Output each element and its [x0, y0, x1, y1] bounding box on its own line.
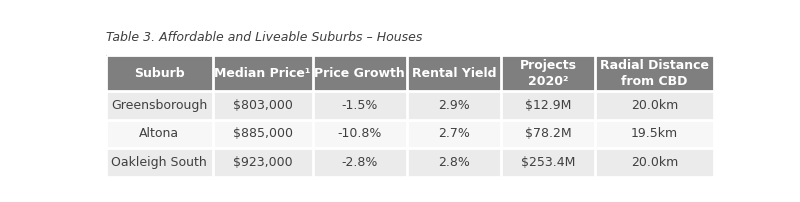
Text: $803,000: $803,000	[233, 99, 293, 112]
Text: 2.8%: 2.8%	[438, 156, 470, 169]
Text: Rental Yield: Rental Yield	[412, 67, 496, 80]
Bar	[106, 55, 213, 91]
Text: Median Price¹: Median Price¹	[214, 67, 311, 80]
Bar	[213, 55, 313, 91]
Bar	[595, 91, 714, 120]
Text: 2.9%: 2.9%	[438, 99, 470, 112]
Bar	[407, 148, 501, 177]
Bar	[407, 55, 501, 91]
Text: Radial Distance
from CBD: Radial Distance from CBD	[600, 59, 709, 88]
Text: Greensborough: Greensborough	[111, 99, 207, 112]
Text: Suburb: Suburb	[134, 67, 185, 80]
Bar	[313, 148, 407, 177]
Text: Table 3. Affordable and Liveable Suburbs – Houses: Table 3. Affordable and Liveable Suburbs…	[106, 31, 422, 44]
Text: -1.5%: -1.5%	[342, 99, 378, 112]
Bar	[213, 91, 313, 120]
Bar	[595, 148, 714, 177]
Text: -10.8%: -10.8%	[338, 127, 382, 140]
Text: $885,000: $885,000	[233, 127, 293, 140]
Text: 2.7%: 2.7%	[438, 127, 470, 140]
Text: -2.8%: -2.8%	[342, 156, 378, 169]
Bar	[501, 55, 595, 91]
Text: $923,000: $923,000	[233, 156, 293, 169]
Bar	[213, 120, 313, 148]
Bar	[313, 91, 407, 120]
Text: $78.2M: $78.2M	[525, 127, 571, 140]
Bar	[501, 91, 595, 120]
Text: Price Growth: Price Growth	[314, 67, 406, 80]
Bar	[106, 120, 213, 148]
Text: 19.5km: 19.5km	[631, 127, 678, 140]
Text: $12.9M: $12.9M	[525, 99, 571, 112]
Bar	[313, 120, 407, 148]
Bar	[595, 120, 714, 148]
Bar	[407, 91, 501, 120]
Text: Projects
2020²: Projects 2020²	[520, 59, 577, 88]
Text: $253.4M: $253.4M	[521, 156, 575, 169]
Text: Altona: Altona	[139, 127, 179, 140]
Bar	[501, 120, 595, 148]
Bar	[501, 148, 595, 177]
Text: 20.0km: 20.0km	[631, 99, 678, 112]
Bar	[106, 148, 213, 177]
Bar	[106, 91, 213, 120]
Bar	[313, 55, 407, 91]
Text: 20.0km: 20.0km	[631, 156, 678, 169]
Bar	[595, 55, 714, 91]
Text: Oakleigh South: Oakleigh South	[111, 156, 207, 169]
Bar	[213, 148, 313, 177]
Bar	[407, 120, 501, 148]
